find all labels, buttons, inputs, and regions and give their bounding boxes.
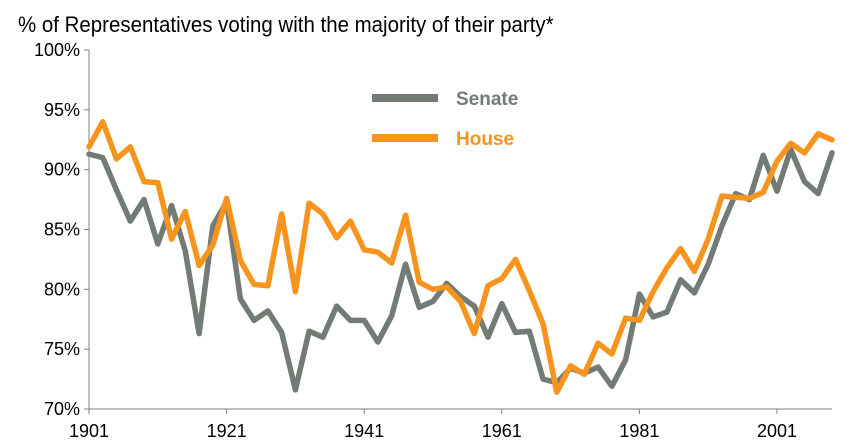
series-line-senate — [86, 146, 835, 393]
x-tick-label: 1961 — [482, 421, 522, 441]
legend-label-senate: Senate — [456, 89, 518, 110]
x-tick-label: 2001 — [757, 421, 797, 441]
chart-legend: Senate House — [372, 89, 518, 150]
y-tick-label: 80% — [44, 279, 80, 299]
series-layer — [86, 119, 835, 395]
y-tick-label: 75% — [44, 339, 80, 359]
x-tick-label: 1901 — [69, 421, 109, 441]
x-tick-label: 1981 — [619, 421, 659, 441]
y-tick-label: 85% — [44, 220, 80, 240]
x-tick-label: 1921 — [207, 421, 247, 441]
y-tick-label: 95% — [44, 100, 80, 120]
series-line-house — [86, 119, 835, 395]
legend-label-house: House — [456, 129, 514, 150]
chart-title: % of Representatives voting with the maj… — [18, 12, 554, 37]
y-tick-label: 70% — [44, 399, 80, 419]
y-tick-label: 100% — [34, 40, 80, 60]
x-tick-label: 1941 — [344, 421, 384, 441]
chart-axes: 70% 75% 80% 85% 90% 95% 100% 1901 1921 1941 1961 19… — [34, 40, 832, 441]
y-tick-label: 90% — [44, 160, 80, 180]
